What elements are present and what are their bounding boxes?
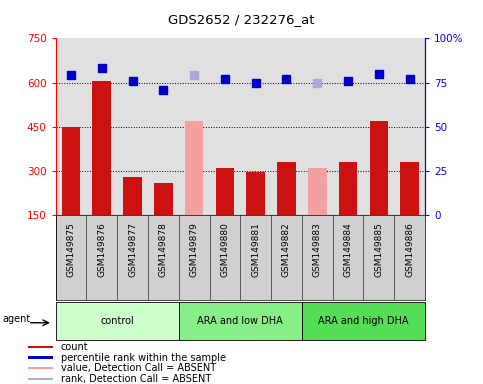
Bar — [277, 162, 296, 215]
Bar — [215, 168, 234, 215]
Bar — [400, 162, 419, 215]
Text: percentile rank within the sample: percentile rank within the sample — [61, 353, 226, 362]
Text: GSM149883: GSM149883 — [313, 222, 322, 277]
Text: GDS2652 / 232276_at: GDS2652 / 232276_at — [168, 13, 315, 26]
Text: control: control — [100, 316, 134, 326]
Text: GSM149885: GSM149885 — [374, 222, 384, 277]
Text: GSM149875: GSM149875 — [67, 222, 75, 277]
Bar — [185, 121, 203, 215]
FancyBboxPatch shape — [56, 302, 179, 339]
Bar — [246, 172, 265, 215]
Text: GSM149886: GSM149886 — [405, 222, 414, 277]
Bar — [308, 168, 327, 215]
Bar — [123, 177, 142, 215]
Bar — [154, 183, 172, 215]
Text: GSM149878: GSM149878 — [159, 222, 168, 277]
Text: rank, Detection Call = ABSENT: rank, Detection Call = ABSENT — [61, 374, 211, 384]
FancyBboxPatch shape — [302, 302, 425, 339]
FancyBboxPatch shape — [179, 302, 302, 339]
Bar — [339, 162, 357, 215]
Text: GSM149880: GSM149880 — [220, 222, 229, 277]
Bar — [92, 81, 111, 215]
Text: GSM149884: GSM149884 — [343, 222, 353, 276]
Bar — [28, 346, 53, 348]
Text: ARA and high DHA: ARA and high DHA — [318, 316, 409, 326]
Bar — [28, 367, 53, 369]
Bar — [28, 356, 53, 359]
Text: agent: agent — [3, 313, 31, 324]
Bar — [62, 127, 80, 215]
Text: GSM149879: GSM149879 — [190, 222, 199, 277]
Text: GSM149876: GSM149876 — [97, 222, 106, 277]
Text: GSM149877: GSM149877 — [128, 222, 137, 277]
Text: GSM149881: GSM149881 — [251, 222, 260, 277]
Text: count: count — [61, 342, 88, 352]
Text: value, Detection Call = ABSENT: value, Detection Call = ABSENT — [61, 363, 216, 373]
Bar — [28, 377, 53, 380]
Text: GSM149882: GSM149882 — [282, 222, 291, 276]
Bar — [369, 121, 388, 215]
Text: ARA and low DHA: ARA and low DHA — [198, 316, 283, 326]
